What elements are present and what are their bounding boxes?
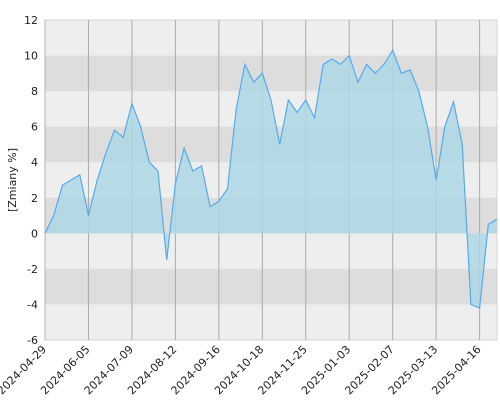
y-tick-label: 10	[24, 50, 38, 63]
y-tick-label: -6	[27, 334, 38, 347]
y-tick-label: 8	[31, 85, 38, 98]
y-tick-label: -2	[27, 263, 38, 276]
y-tick-label: 2	[31, 192, 38, 205]
grid-band	[45, 55, 497, 92]
y-tick-label: 4	[31, 156, 38, 169]
grid-band	[45, 268, 497, 305]
y-tick-label: 0	[31, 227, 38, 240]
y-tick-label: 6	[31, 121, 38, 134]
y-axis-label: [Zmiany %]	[6, 148, 19, 212]
area-fill	[45, 50, 497, 308]
y-tick-label: -4	[27, 298, 38, 311]
line	[44, 48, 498, 309]
y-tick-label: 12	[24, 14, 38, 27]
plot-frame	[44, 19, 498, 341]
